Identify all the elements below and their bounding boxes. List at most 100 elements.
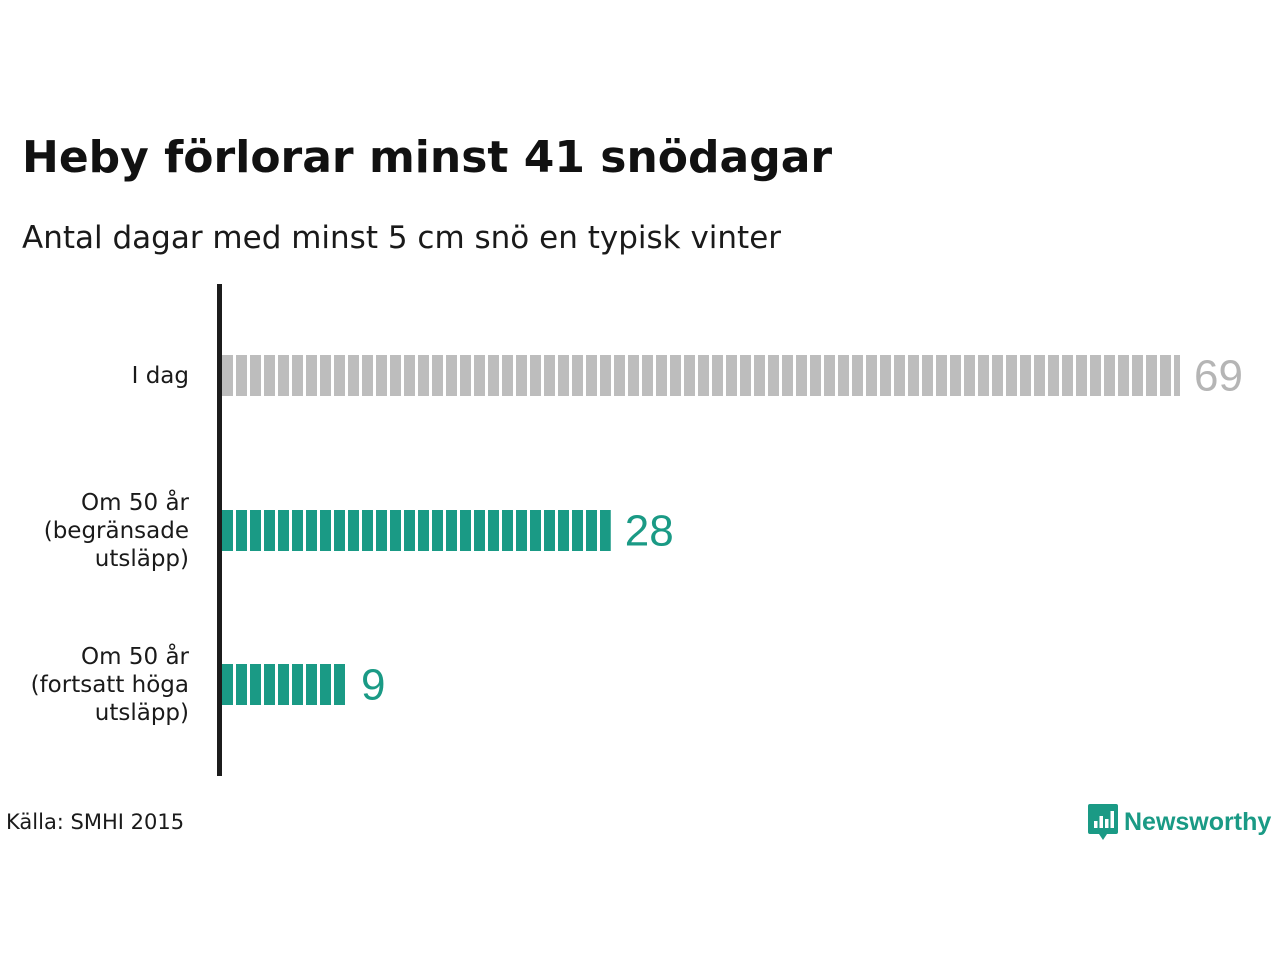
category-label-line: I dag <box>131 362 189 389</box>
bar-segment <box>530 355 541 396</box>
bar-segment <box>614 355 625 396</box>
bar-segment <box>348 355 359 396</box>
bar-segment <box>236 510 247 551</box>
bar-segment <box>334 510 345 551</box>
bar-segment <box>782 355 793 396</box>
bar-segment <box>278 664 289 705</box>
bar-segment <box>1090 355 1101 396</box>
bar-segment <box>418 355 429 396</box>
bars-group: 69 28 9 <box>222 352 1243 710</box>
bar-segment <box>1062 355 1073 396</box>
bar-segment <box>236 355 247 396</box>
source-note: Källa: SMHI 2015 <box>6 810 185 834</box>
bar-segment <box>250 664 261 705</box>
bar-segment <box>474 510 485 551</box>
chart-title: Heby förlorar minst 41 snödagar <box>22 132 833 183</box>
category-label-line: Om 50 år <box>81 489 189 516</box>
bar-segment <box>726 355 737 396</box>
bar-segment <box>390 510 401 551</box>
category-label-line: Om 50 år <box>81 643 189 670</box>
bar-segment <box>1104 355 1115 396</box>
category-label: Om 50 år (begränsade utsläpp) <box>0 489 189 573</box>
bar-segment <box>1146 355 1157 396</box>
bar-segment <box>432 355 443 396</box>
bar-segment <box>376 510 387 551</box>
bar-segment <box>936 355 947 396</box>
bar-segment <box>250 355 261 396</box>
bar-segment <box>222 664 233 705</box>
bar-1 <box>222 510 611 551</box>
bar-segment <box>306 355 317 396</box>
bar-segment <box>1076 355 1087 396</box>
bar-value-label: 69 <box>1194 352 1243 401</box>
bar-segment <box>1006 355 1017 396</box>
category-label: I dag <box>0 362 189 390</box>
bar-segment <box>320 510 331 551</box>
bar-segment <box>306 510 317 551</box>
bar-segment <box>880 355 891 396</box>
bar-segment <box>446 355 457 396</box>
bar-segment <box>516 510 527 551</box>
bar-segment <box>236 664 247 705</box>
bar-segment <box>1174 355 1180 396</box>
bar-segment <box>824 355 835 396</box>
bar-segment <box>1048 355 1059 396</box>
bar-segment <box>1132 355 1143 396</box>
bar-segment <box>376 355 387 396</box>
bar-segment <box>1118 355 1129 396</box>
bar-segment <box>572 510 583 551</box>
bar-segment <box>558 355 569 396</box>
bar-segment <box>670 355 681 396</box>
bar-segment <box>586 355 597 396</box>
bar-segment <box>250 510 261 551</box>
bar-segment <box>754 355 765 396</box>
category-label-line: utsläpp) <box>94 545 189 572</box>
bar-segment <box>600 355 611 396</box>
bar-segment <box>460 355 471 396</box>
bar-value-label: 28 <box>625 507 674 556</box>
bar-segment <box>530 510 541 551</box>
bar-segment <box>334 355 345 396</box>
category-label-line: utsläpp) <box>94 699 189 726</box>
bar-segment <box>908 355 919 396</box>
bar-segment <box>558 510 569 551</box>
bar-segment <box>894 355 905 396</box>
bar-segment <box>488 355 499 396</box>
bar-segment <box>222 510 233 551</box>
bar-segment <box>628 355 639 396</box>
bar-segment <box>348 510 359 551</box>
bar-segment <box>712 355 723 396</box>
bar-segment <box>474 355 485 396</box>
chart-subtitle: Antal dagar med minst 5 cm snö en typisk… <box>22 220 782 256</box>
bar-segment <box>642 355 653 396</box>
bar-segment <box>432 510 443 551</box>
bar-segment <box>334 664 345 705</box>
bar-segment <box>306 664 317 705</box>
bar-segment <box>810 355 821 396</box>
bar-segment <box>796 355 807 396</box>
bar-segment <box>446 510 457 551</box>
bar-segment <box>502 355 513 396</box>
bar-segment <box>516 355 527 396</box>
bar-segment <box>1020 355 1031 396</box>
bar-segment <box>768 355 779 396</box>
bar-segment <box>264 355 275 396</box>
bar-segment <box>1160 355 1171 396</box>
bar-segment <box>838 355 849 396</box>
bar-segment <box>320 355 331 396</box>
bar-segment <box>978 355 989 396</box>
brand-name: Newsworthy <box>1124 807 1272 836</box>
bar-segment <box>264 510 275 551</box>
bar-segment <box>390 355 401 396</box>
bar-segment <box>964 355 975 396</box>
brand-logo: Newsworthy <box>1088 804 1271 840</box>
bar-segment <box>502 510 513 551</box>
bar-segment <box>922 355 933 396</box>
bar-segment <box>460 510 471 551</box>
bar-segment <box>278 355 289 396</box>
bar-segment <box>418 510 429 551</box>
bar-segment <box>992 355 1003 396</box>
bar-segment <box>740 355 751 396</box>
bar-segment <box>292 355 303 396</box>
bar-segment <box>866 355 877 396</box>
